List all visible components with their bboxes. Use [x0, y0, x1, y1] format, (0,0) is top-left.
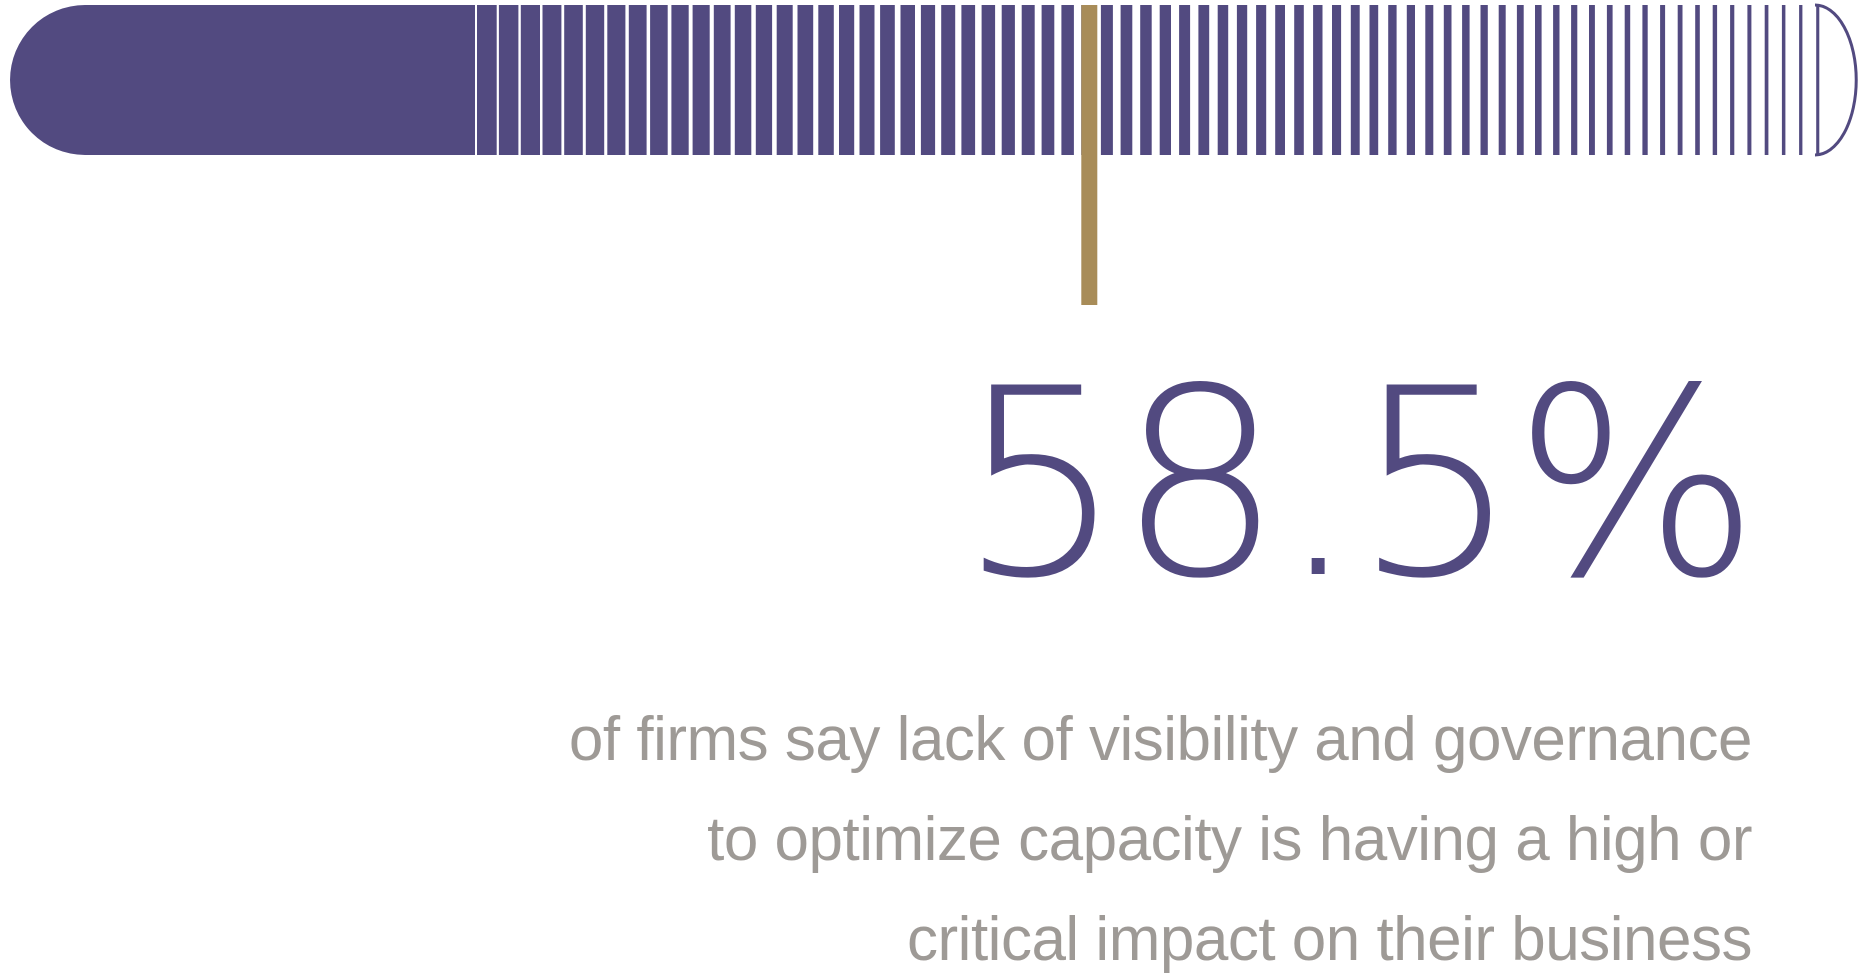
bar-stripe — [1198, 5, 1210, 155]
bar-stripe — [713, 5, 731, 155]
bar-stripe — [1159, 5, 1171, 155]
stat-value: 58.5% — [958, 334, 1760, 636]
bar-stripe — [585, 5, 605, 155]
bar-stripe — [1236, 5, 1248, 155]
bar-stripe — [1677, 5, 1683, 155]
bar-stripe — [692, 5, 710, 155]
bar-stripe — [650, 5, 668, 155]
bar-stripe — [1140, 5, 1152, 155]
bar-stripe — [671, 5, 689, 155]
bar-stripe — [1553, 5, 1560, 155]
bar-stripe — [1179, 5, 1191, 155]
bar-stripe — [1462, 5, 1470, 155]
bar-stripe — [1256, 5, 1267, 155]
bar-solid-section — [10, 5, 456, 155]
bar-stripe — [961, 5, 976, 155]
bar-stripe — [859, 5, 875, 155]
bar-stripe — [900, 5, 915, 155]
bar-stripe — [1589, 5, 1595, 155]
progress-bar-graphic — [10, 3, 1858, 305]
caption-line-3: critical impact on their business — [907, 905, 1752, 974]
bar-stripe — [520, 5, 540, 155]
bar-stripe — [1799, 5, 1803, 155]
bar-stripe — [1061, 5, 1074, 155]
bar-stripe — [1369, 5, 1379, 155]
value-marker — [1081, 5, 1098, 305]
bar-stripe — [818, 5, 834, 155]
bar-stripe — [1406, 5, 1415, 155]
bar-stripe — [755, 5, 773, 155]
bar-stripe — [1571, 5, 1578, 155]
stat-caption: of firms say lack of visibility and gove… — [252, 690, 1753, 976]
bar-stripe — [797, 5, 814, 155]
bar-stripe — [1275, 5, 1285, 155]
bar-stripe — [1041, 5, 1055, 155]
bar-stripe — [776, 5, 793, 155]
bar-stripe — [1624, 5, 1631, 155]
bar-stripe — [1498, 5, 1506, 155]
bar-stripe — [498, 5, 519, 155]
bar-stripe — [1021, 5, 1035, 155]
bar-stripe — [1535, 5, 1542, 155]
bar-stripe — [1660, 5, 1666, 155]
bar-stripe — [542, 5, 562, 155]
bar-stripe — [1350, 5, 1360, 155]
bar-stripe — [1100, 5, 1113, 155]
bar-stripe — [734, 5, 752, 155]
bar-stripe — [1516, 5, 1524, 155]
bar-stripe — [1425, 5, 1434, 155]
bar-stripe — [1781, 5, 1786, 155]
bar-stripe — [1747, 5, 1752, 155]
caption-line-2: to optimize capacity is having a high or — [707, 805, 1752, 874]
bar-stripe — [564, 5, 583, 155]
bar-stripe — [1764, 5, 1769, 155]
caption-line-1: of firms say lack of visibility and gove… — [568, 705, 1753, 774]
bar-stripe — [1606, 5, 1613, 155]
bar-stripe — [1480, 5, 1488, 155]
bar-stripe — [839, 5, 855, 155]
bar-stripe — [981, 5, 996, 155]
bar-stripe — [1712, 5, 1718, 155]
bar-stripe — [607, 5, 626, 155]
bar-stripe — [941, 5, 956, 155]
bar-stripe — [455, 5, 475, 155]
bar-stripe — [477, 5, 497, 155]
bar-stripe — [628, 5, 647, 155]
bar-stripe — [1217, 5, 1229, 155]
bar-stripe — [880, 5, 895, 155]
bar-stripe — [1816, 5, 1820, 155]
bar-stripe — [1443, 5, 1452, 155]
bar-stripe — [1001, 5, 1015, 155]
bar-stripe — [1332, 5, 1342, 155]
bar-stripe — [1730, 5, 1735, 155]
bar-stripe — [1313, 5, 1323, 155]
bar-stripe — [1120, 5, 1133, 155]
bar-end-cap — [1814, 3, 1858, 157]
bar-stripe — [1294, 5, 1304, 155]
bar-stripe — [1695, 5, 1700, 155]
bar-stripe — [920, 5, 936, 155]
bar-stripe — [1388, 5, 1397, 155]
bar-stripe — [1642, 5, 1648, 155]
